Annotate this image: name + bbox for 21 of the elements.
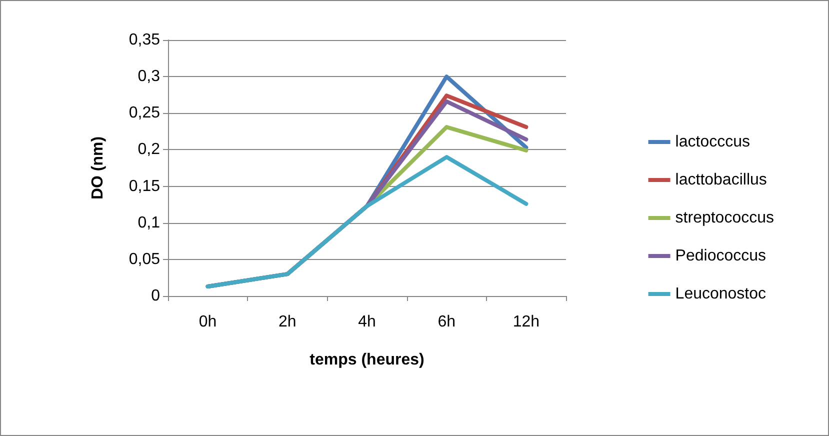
y-tick-label: 0 bbox=[151, 288, 160, 304]
y-tick-label: 0,1 bbox=[138, 214, 160, 232]
x-tick-label: 12h bbox=[512, 314, 540, 330]
line-series bbox=[206, 155, 528, 288]
x-axis-title: temps (heures) bbox=[310, 352, 424, 368]
y-tick-label: 0,35 bbox=[128, 32, 160, 48]
y-tick-label: 0,3 bbox=[138, 68, 160, 86]
y-tick-label: 0,05 bbox=[128, 250, 160, 268]
legend-label: streptococcus bbox=[675, 210, 774, 226]
x-tick-label: 6h bbox=[438, 314, 456, 330]
legend-label: Pediococcus bbox=[675, 248, 766, 264]
y-tick-label: 0,15 bbox=[128, 178, 160, 195]
legend-label: Leuconostoc bbox=[675, 286, 766, 302]
y-tick-label: 0,25 bbox=[128, 104, 160, 122]
y-axis-title: DO (nm) bbox=[90, 136, 106, 200]
x-tick-label: 0h bbox=[198, 314, 217, 330]
y-tick-label: 0,2 bbox=[138, 141, 160, 158]
legend-label: lacttobacillus bbox=[675, 172, 767, 188]
x-tick-label: 4h bbox=[358, 314, 376, 330]
legend-label: lactocccus bbox=[675, 134, 750, 150]
x-tick-label: 2h bbox=[278, 314, 296, 330]
